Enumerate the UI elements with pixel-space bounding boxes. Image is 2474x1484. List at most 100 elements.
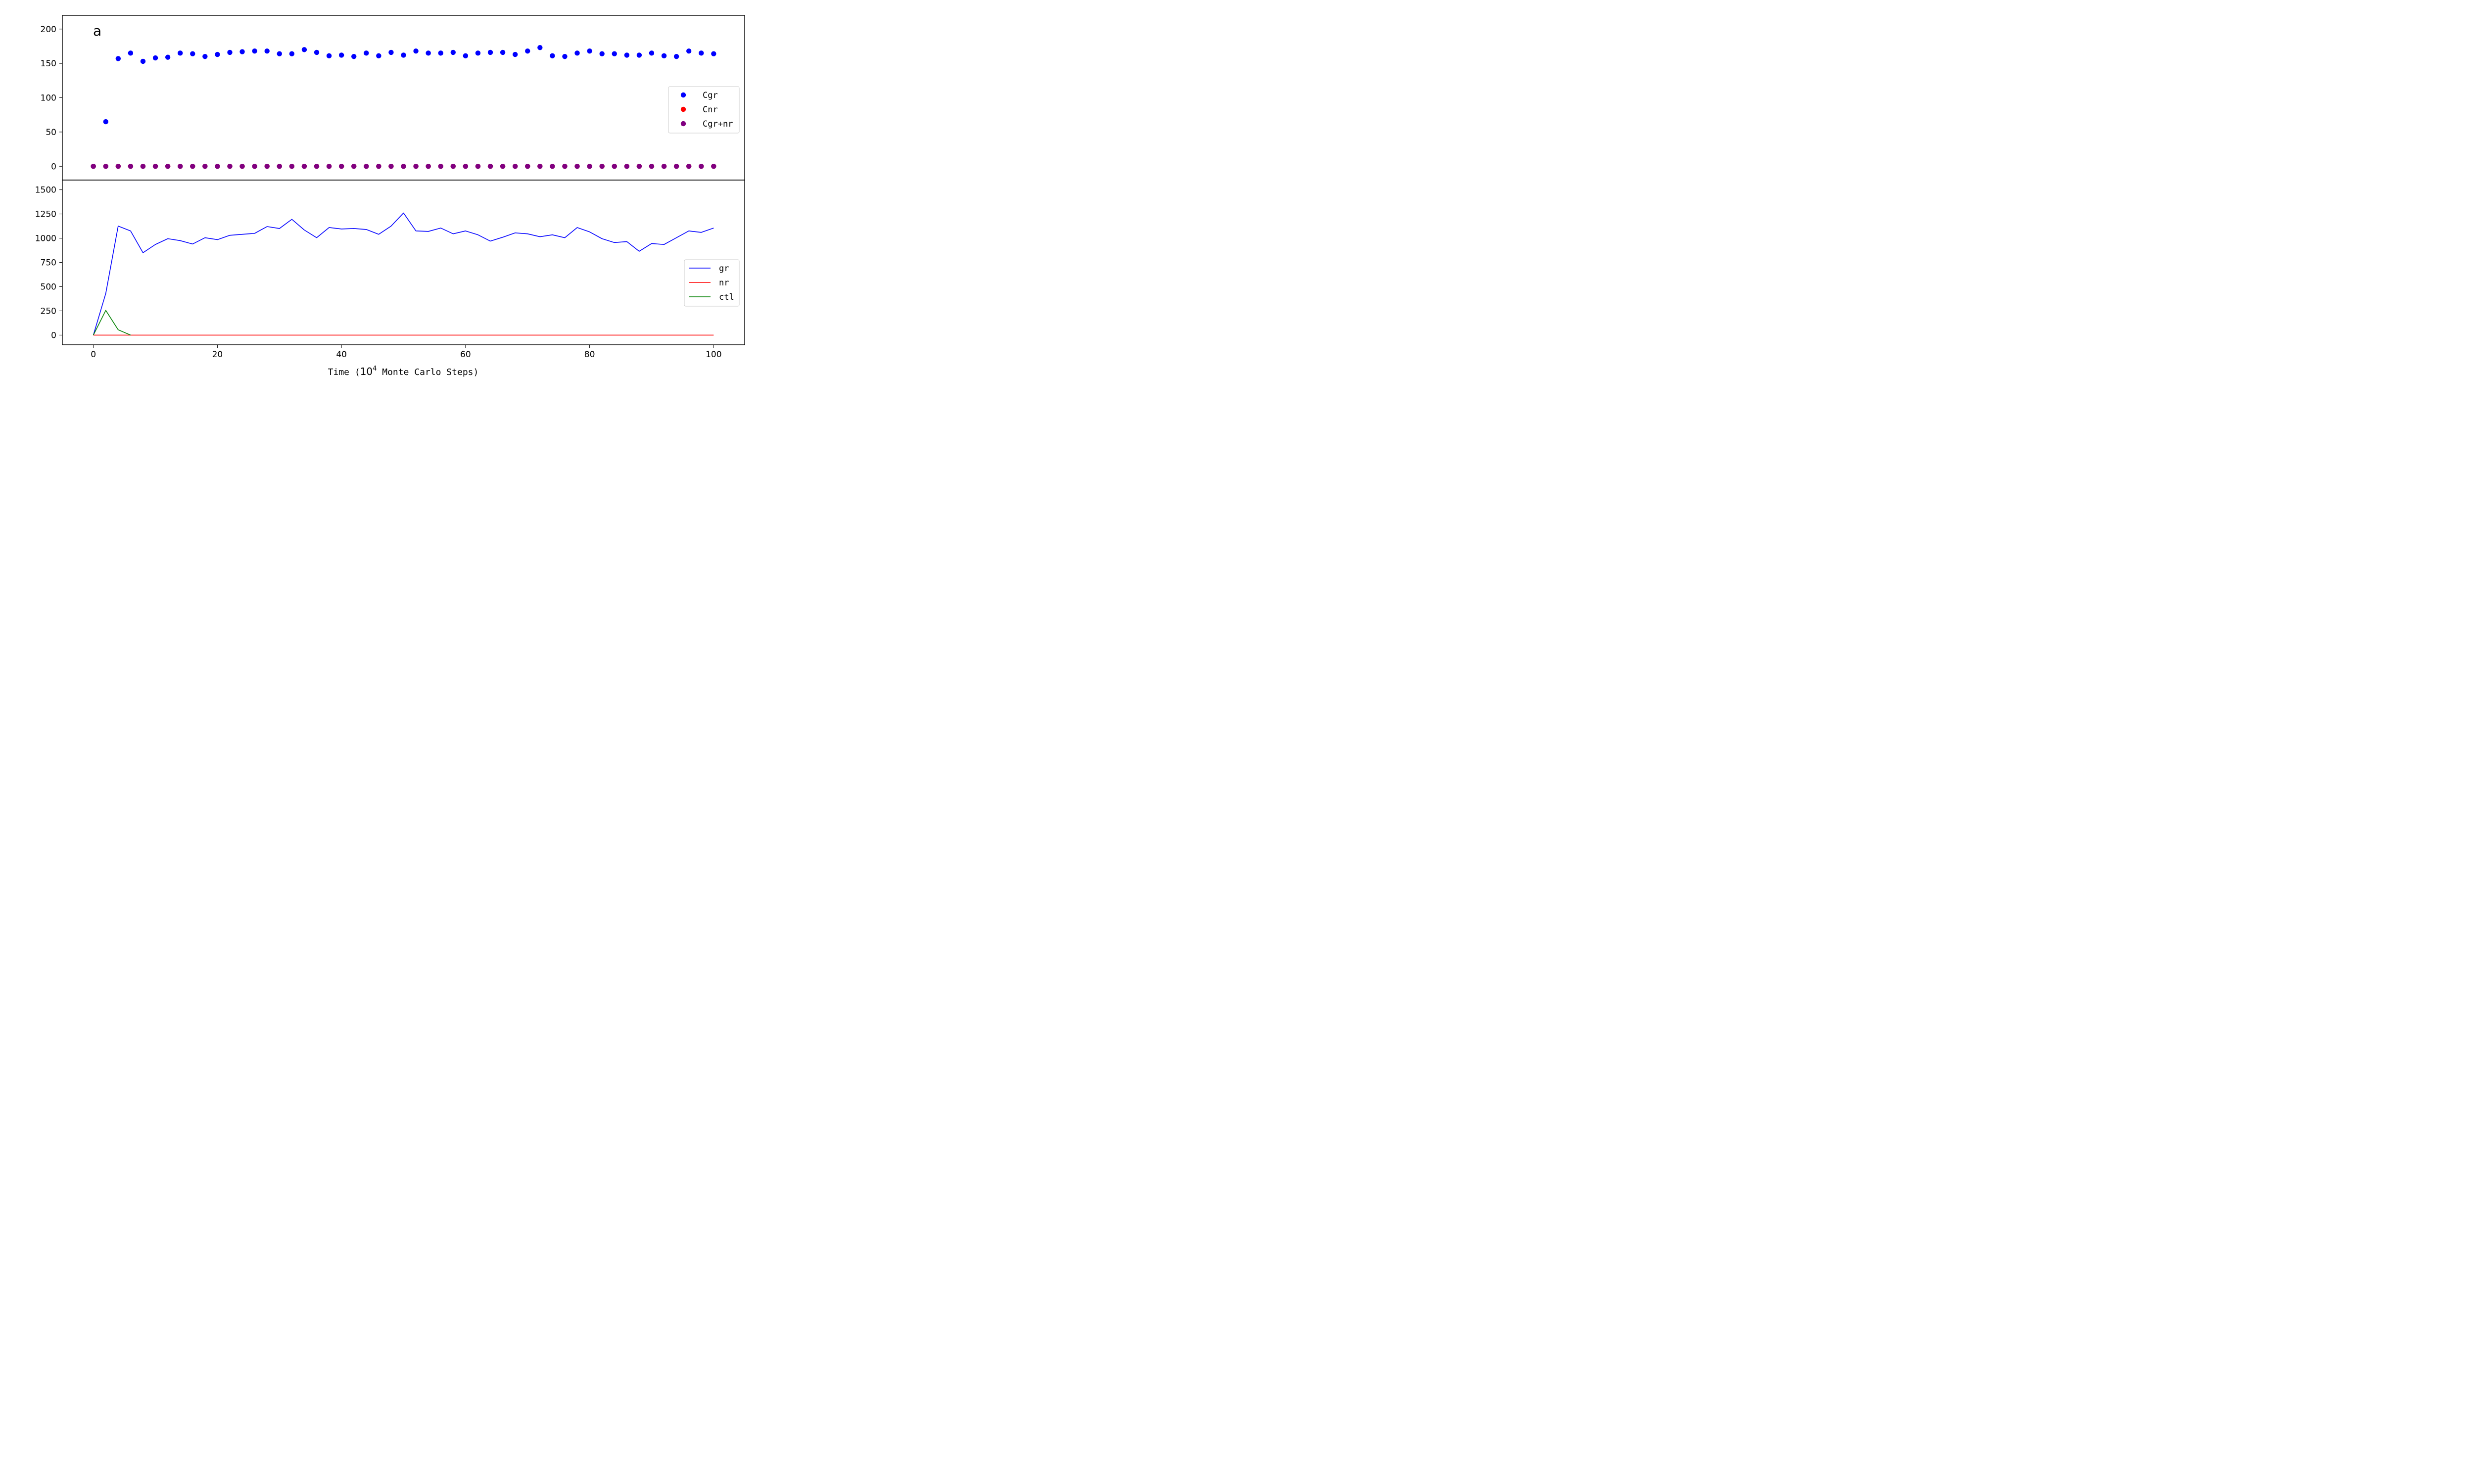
data-point-Cgr (562, 54, 568, 59)
data-point-Cgr (612, 51, 617, 56)
series-ctl (93, 310, 131, 336)
data-point-Cgr (686, 48, 692, 54)
data-point-Cgr+nr (202, 164, 208, 169)
data-point-Cgr (239, 49, 245, 54)
data-point-Cgr+nr (463, 164, 469, 169)
data-point-Cgr+nr (277, 164, 282, 169)
y-tick-label: 750 (41, 258, 56, 268)
data-point-Cgr+nr (364, 164, 369, 169)
data-point-Cgr (525, 48, 530, 54)
data-point-Cgr (115, 56, 121, 61)
data-point-Cgr+nr (152, 164, 158, 169)
series-line-ctl (93, 310, 131, 336)
data-point-Cgr (314, 49, 320, 55)
data-point-Cgr+nr (177, 164, 183, 169)
y-tick-label: 50 (46, 128, 56, 138)
data-point-Cgr (413, 48, 419, 54)
x-axis-title-suffix: Monte Carlo Steps) (377, 367, 478, 377)
data-point-Cgr+nr (487, 164, 493, 169)
series-gr (93, 212, 714, 335)
data-point-Cgr+nr (550, 164, 555, 169)
data-point-Cgr (215, 51, 220, 57)
legend-marker-Cnr (680, 106, 686, 112)
x-tick-label: 40 (336, 350, 347, 360)
y-tick-label: 0 (51, 162, 56, 172)
data-point-Cgr (661, 53, 667, 59)
data-point-Cgr+nr (475, 164, 481, 169)
x-tick-label: 20 (212, 350, 223, 360)
data-point-Cgr+nr (537, 164, 543, 169)
data-point-Cgr (463, 53, 469, 59)
data-point-Cgr (711, 51, 716, 56)
data-point-Cgr+nr (338, 164, 344, 169)
data-point-Cgr+nr (612, 164, 617, 169)
data-point-Cgr+nr (351, 164, 357, 169)
y-tick-label: 1000 (35, 234, 56, 244)
legend-marker-Cgr (680, 92, 686, 98)
data-point-Cgr (512, 51, 518, 57)
data-point-Cgr (338, 52, 344, 58)
data-point-Cgr (202, 54, 208, 59)
data-point-Cgr+nr (562, 164, 568, 169)
data-point-Cgr (500, 49, 506, 55)
data-point-Cgr+nr (314, 164, 320, 169)
data-point-Cgr+nr (388, 164, 394, 169)
data-point-Cgr (599, 51, 605, 56)
data-point-Cgr+nr (711, 164, 716, 169)
bottom-panel-line: 0 250 500 750 1000 1250 1500 0 20 40 60 80 100 gr nr ct… (35, 180, 745, 360)
data-point-Cgr (636, 52, 642, 58)
data-point-Cgr+nr (438, 164, 443, 169)
data-point-Cgr+nr (587, 164, 592, 169)
data-point-Cgr+nr (450, 164, 456, 169)
data-point-Cgr+nr (699, 164, 704, 169)
data-point-Cgr (301, 47, 307, 52)
data-point-Cgr+nr (413, 164, 419, 169)
data-point-Cgr+nr (500, 164, 506, 169)
data-point-Cgr (103, 119, 108, 125)
data-point-Cgr (550, 53, 555, 59)
x-axis-title: Time (104 Monte Carlo Steps) (328, 365, 479, 377)
x-tick-label: 100 (706, 350, 721, 360)
legend-box (684, 259, 740, 307)
data-point-Cgr+nr (624, 164, 630, 169)
data-point-Cgr+nr (525, 164, 530, 169)
data-point-Cgr (264, 48, 270, 54)
data-point-Cgr+nr (426, 164, 431, 169)
data-point-Cgr (140, 58, 146, 64)
y-tick-label: 1250 (35, 210, 56, 220)
x-tick-label: 0 (91, 350, 96, 360)
x-axis-title-base: 10 (360, 366, 373, 377)
data-point-Cgr (165, 54, 171, 60)
data-point-Cgr+nr (165, 164, 171, 169)
data-point-Cgr (438, 50, 443, 56)
legend-label-nr: nr (719, 278, 729, 288)
x-tick-label: 80 (584, 350, 595, 360)
y-tick-label: 150 (41, 59, 56, 69)
data-point-Cgr (152, 55, 158, 61)
data-point-Cgr (426, 50, 431, 56)
data-point-Cgr (401, 52, 406, 58)
data-point-Cgr+nr (636, 164, 642, 169)
data-point-Cgr+nr (289, 164, 295, 169)
data-point-Cgr+nr (140, 164, 146, 169)
data-point-Cgr (376, 53, 381, 59)
y-tick-label: 1500 (35, 186, 56, 195)
data-point-Cgr+nr (326, 164, 332, 169)
legend-marker-Cgr+nr (680, 121, 686, 127)
data-point-Cgr+nr (264, 164, 270, 169)
series-line-gr (93, 212, 714, 335)
data-point-Cgr+nr (376, 164, 381, 169)
data-point-Cgr+nr (103, 164, 108, 169)
data-point-Cgr (673, 54, 679, 59)
legend-label-ctl: ctl (719, 292, 734, 302)
data-point-Cgr+nr (91, 164, 96, 169)
data-point-Cgr+nr (686, 164, 692, 169)
x-axis-title-exponent: 4 (373, 365, 377, 372)
data-point-Cgr+nr (599, 164, 605, 169)
legend-label-Cnr: Cnr (703, 105, 718, 115)
legend-1: Cgr Cnr Cgr+nr (668, 86, 740, 134)
data-point-Cgr+nr (252, 164, 257, 169)
y-tick-label: 200 (41, 25, 56, 35)
top-panel-scatter: 0 50 100 150 200 a Cgr Cnr Cgr+nr (41, 15, 745, 181)
